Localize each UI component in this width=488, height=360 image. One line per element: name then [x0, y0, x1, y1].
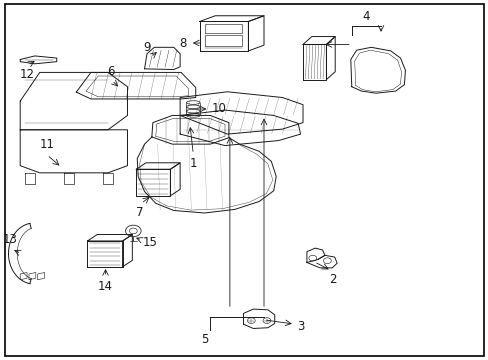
Text: 7: 7 [136, 206, 143, 219]
Text: 14: 14 [98, 280, 113, 293]
Text: 9: 9 [143, 41, 151, 54]
Text: 11: 11 [40, 138, 54, 151]
Text: 3: 3 [296, 320, 304, 333]
Text: 10: 10 [211, 103, 226, 116]
Text: 15: 15 [143, 236, 158, 249]
Text: 8: 8 [179, 36, 186, 50]
Text: 13: 13 [3, 233, 18, 246]
Text: 4: 4 [362, 10, 369, 23]
Text: 5: 5 [201, 333, 208, 346]
Text: 6: 6 [106, 65, 114, 78]
Text: 1: 1 [189, 157, 197, 170]
Text: 12: 12 [20, 68, 35, 81]
Text: 2: 2 [329, 273, 336, 286]
